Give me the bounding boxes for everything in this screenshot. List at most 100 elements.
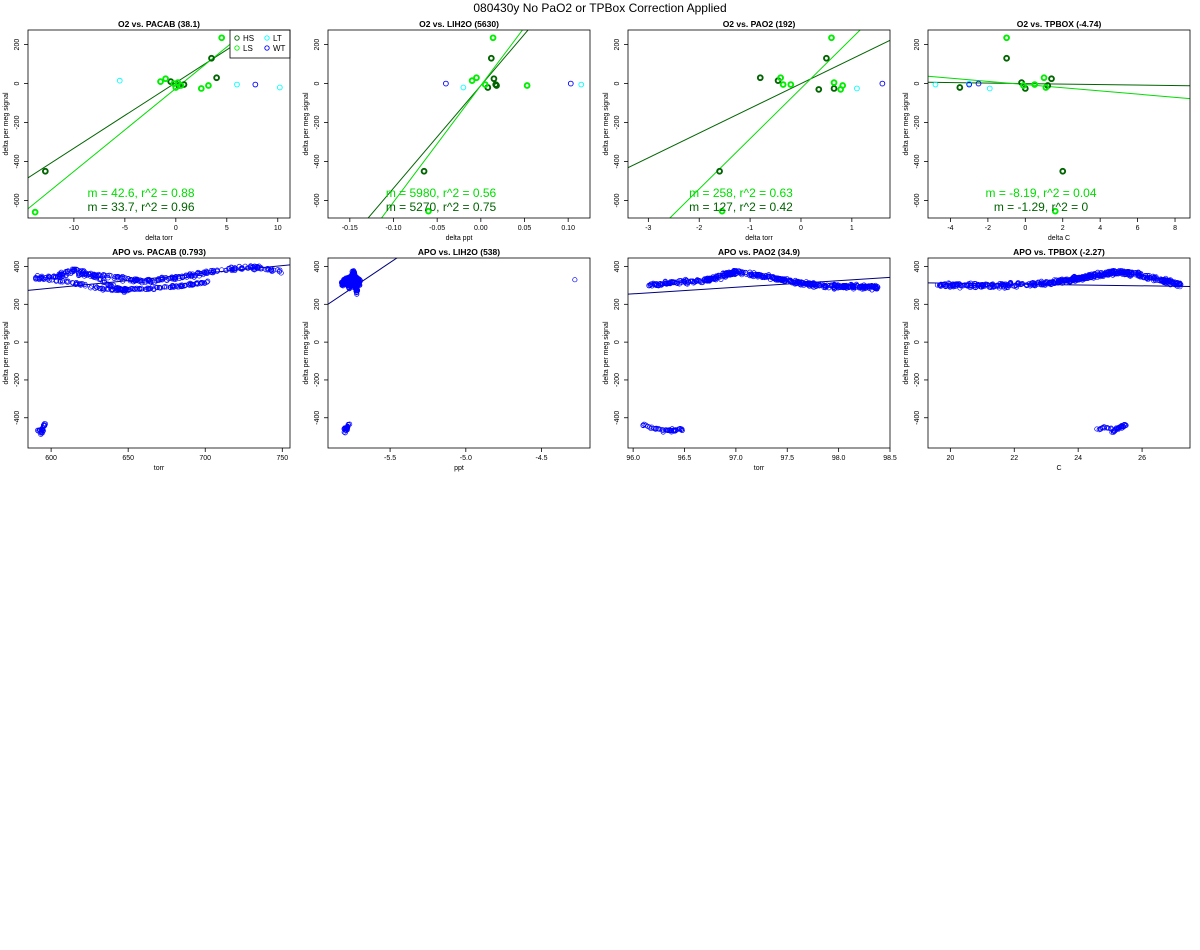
data-point (803, 281, 809, 287)
data-point (997, 280, 1003, 287)
x-tick-label: 0.05 (518, 225, 532, 232)
x-tick-label: 96.5 (678, 455, 692, 462)
data-point-lt (578, 81, 585, 88)
x-axis-label: delta C (1048, 235, 1070, 242)
data-point (1177, 280, 1183, 286)
data-point (189, 282, 195, 288)
data-point (1100, 425, 1106, 431)
y-tick-label: -400 (314, 154, 321, 168)
data-point (664, 281, 670, 287)
data-point-ls (830, 79, 838, 86)
data-point (231, 265, 237, 271)
data-point-hs (490, 75, 498, 83)
data-point-hs (420, 167, 428, 175)
data-point (1105, 425, 1111, 431)
x-axis-label: torr (754, 465, 765, 472)
data-point (275, 267, 281, 273)
y-tick-label: 0 (914, 82, 921, 86)
data-point-wt (966, 81, 973, 88)
fit-annotation: m = 42.6, r^2 = 0.88 (87, 186, 194, 200)
x-tick-label: -2 (985, 225, 991, 232)
y-tick-label: -200 (14, 373, 21, 387)
plot-area (367, 30, 585, 218)
data-point (942, 281, 948, 287)
data-point (871, 284, 877, 291)
data-point (86, 271, 92, 278)
x-tick-label: 700 (199, 455, 211, 462)
x-tick-label: 0 (799, 225, 803, 232)
data-point (33, 276, 39, 282)
data-point (1038, 278, 1044, 284)
data-point (268, 267, 275, 273)
y-tick-label: 0 (914, 340, 921, 344)
data-point (1120, 423, 1126, 429)
y-tick-label: 0 (614, 82, 621, 86)
y-tick-label: -600 (14, 193, 21, 207)
data-point (353, 284, 360, 290)
x-axis-label: torr (154, 465, 165, 472)
fit-annotation: m = 33.7, r^2 = 0.96 (87, 200, 194, 214)
data-point-wt (252, 81, 259, 88)
x-tick-label: 97.0 (729, 455, 743, 462)
data-point (1064, 276, 1070, 282)
data-point (847, 284, 853, 290)
y-axis-label: delta per meg signal (303, 92, 310, 155)
data-point (190, 281, 196, 288)
data-point-lt (460, 84, 467, 91)
data-point (656, 426, 662, 432)
data-point-hs (487, 54, 495, 62)
data-point (63, 269, 69, 275)
data-point (1117, 269, 1123, 275)
data-point-wt (975, 80, 982, 87)
chart-title: APO vs. LIH2O (538) (418, 247, 500, 257)
data-point (114, 274, 120, 280)
x-tick-label: 10 (274, 225, 282, 232)
data-point (36, 275, 42, 281)
data-point (199, 280, 205, 286)
chart-title: APO vs. TPBOX (-2.27) (1013, 247, 1105, 257)
x-tick-label: 5 (225, 225, 229, 232)
data-point-ls (1042, 84, 1050, 91)
data-point (101, 272, 107, 278)
data-point (788, 278, 794, 284)
x-tick-label: 97.5 (780, 455, 794, 462)
data-point-hs (815, 86, 823, 93)
fit-annotation: m = 258, r^2 = 0.63 (689, 186, 793, 200)
y-axis-label: delta per meg signal (303, 321, 310, 384)
data-point (860, 284, 866, 290)
data-point-ls (177, 82, 185, 89)
data-point-lt (854, 85, 860, 92)
data-point (91, 274, 97, 280)
fit-line (669, 30, 861, 218)
data-point (872, 283, 878, 290)
chart-title: O2 vs. LIH2O (5630) (419, 19, 499, 29)
data-point (72, 266, 78, 272)
data-point (56, 271, 62, 277)
data-point (657, 426, 663, 433)
x-tick-label: -0.10 (386, 225, 402, 232)
data-point-hs (956, 84, 964, 91)
data-point (707, 277, 713, 283)
data-point (115, 285, 121, 291)
plot-frame (27, 257, 291, 449)
plot-area (328, 258, 578, 436)
data-point-hs (823, 54, 830, 62)
data-point (1136, 272, 1142, 279)
data-point (945, 280, 952, 286)
data-point-ls (787, 81, 795, 88)
x-tick-label: -1 (747, 225, 753, 232)
data-point (672, 428, 679, 434)
data-point (114, 275, 121, 281)
x-tick-label: 0 (174, 225, 178, 232)
data-point (132, 278, 138, 284)
x-tick-label: 26 (1138, 455, 1146, 462)
data-point (651, 425, 657, 432)
data-point (1091, 273, 1097, 279)
data-point (1136, 273, 1142, 279)
plot-area (628, 268, 890, 435)
legend-label-ls: LS (243, 44, 253, 53)
y-tick-label: -200 (14, 115, 21, 129)
data-point (1082, 274, 1088, 280)
data-point (173, 283, 179, 289)
plot-frame (27, 29, 291, 219)
